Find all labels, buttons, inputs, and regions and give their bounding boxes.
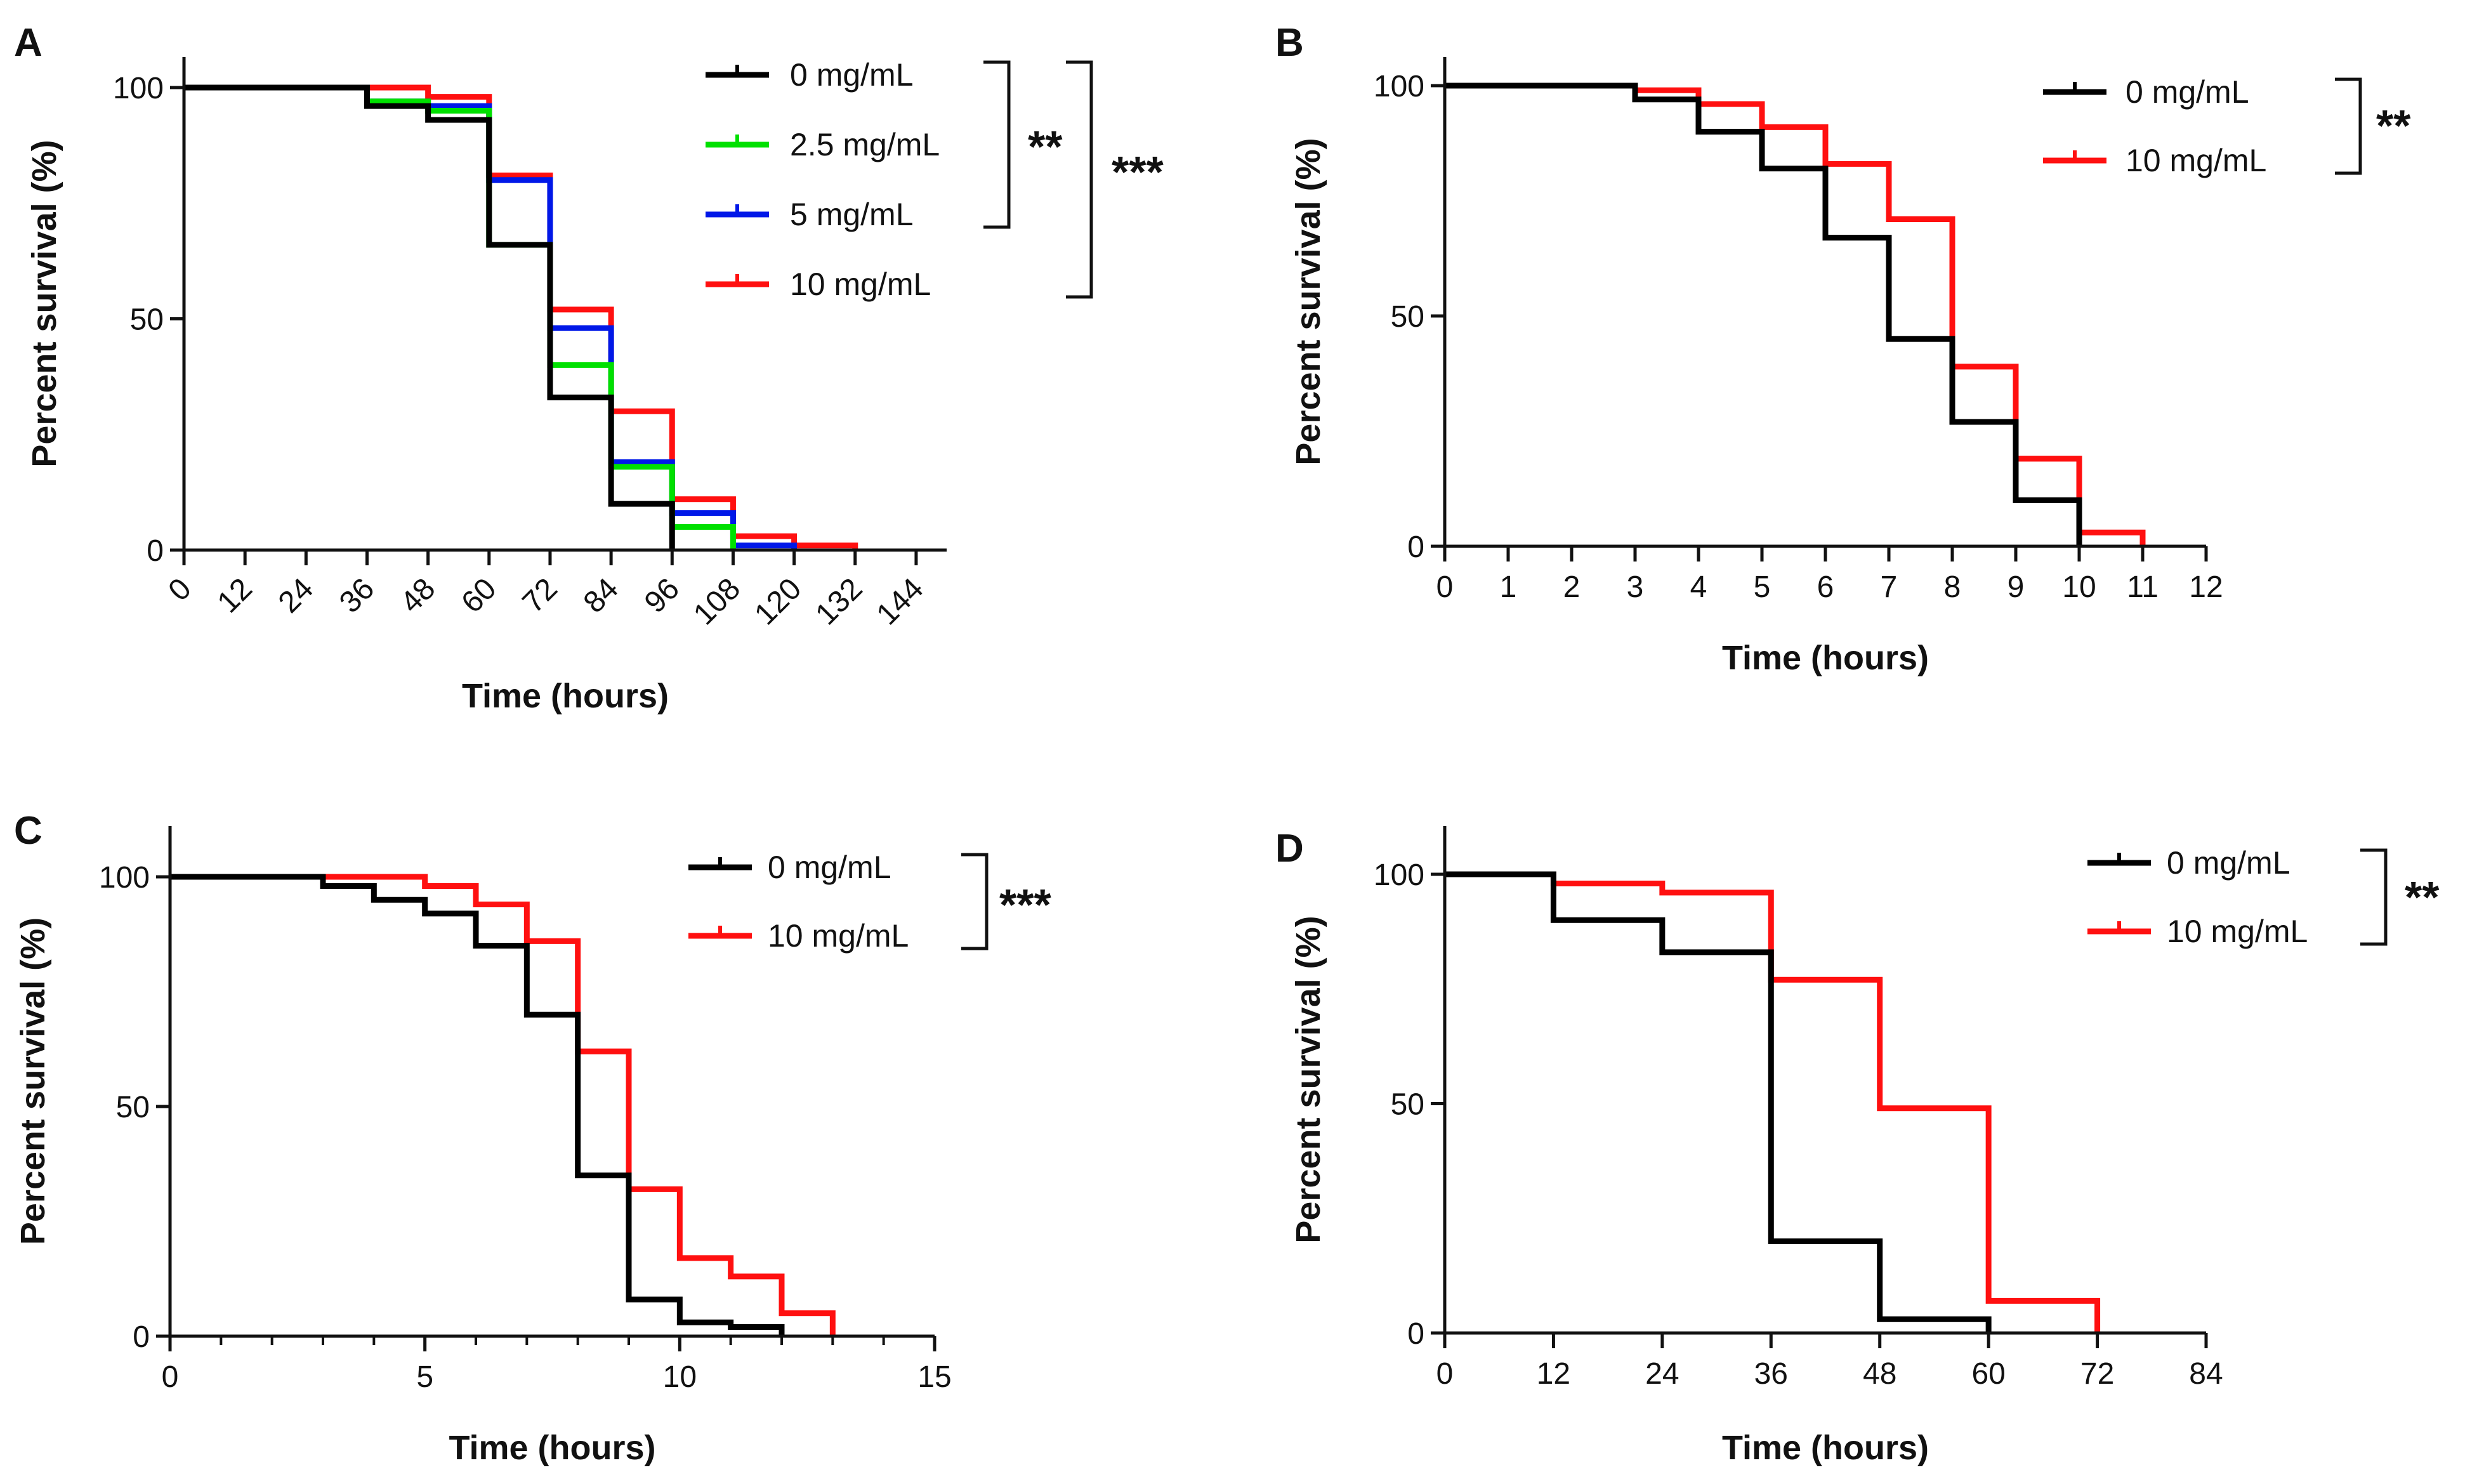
legend-label: 5 mg/mL	[790, 197, 914, 232]
x-tick-label: 0	[162, 572, 197, 607]
significance-bracket	[2335, 77, 2362, 175]
x-tick-label: 84	[2189, 1357, 2223, 1391]
panel-letter: D	[1275, 827, 1304, 870]
y-tick-label: 50	[1391, 1088, 1424, 1122]
panel-a: A 0 50 100 0 12 24 36 48 60 72 84 96 108 120 132 144 Time…	[14, 21, 1164, 715]
x-axis-title: Time (hours)	[1722, 639, 1929, 677]
x-tick-label: 36	[333, 572, 381, 619]
y-tick-label: 0	[1407, 530, 1424, 564]
y-tick-label: 50	[1391, 300, 1424, 334]
y-axis-title: Percent survival (%)	[25, 140, 63, 467]
legend-label: 0 mg/mL	[2126, 74, 2249, 110]
panel-letter: A	[14, 21, 43, 65]
panel-d: D 0 50 100 0 12 24 36 48 60 72 84 Time (hours) Percen…	[1275, 826, 2440, 1467]
legend-label: 0 mg/mL	[790, 57, 914, 93]
x-tick-label: 72	[2080, 1357, 2114, 1391]
x-tick-label: 8	[1944, 570, 1961, 604]
x-tick-label: 24	[1645, 1357, 1679, 1391]
significance-bracket	[1066, 60, 1093, 299]
series-line-2.5-mg-ml	[184, 84, 736, 550]
significance-label: **	[2405, 872, 2440, 922]
series-line-10-mg-ml	[1445, 82, 2146, 546]
legend-label: 10 mg/mL	[2167, 914, 2308, 949]
x-axis-title: Time (hours)	[1722, 1429, 1929, 1467]
x-tick-label: 144	[871, 572, 930, 631]
x-tick-label: 24	[272, 572, 320, 619]
y-tick-label: 0	[133, 1320, 150, 1354]
significance-label: **	[1028, 122, 1063, 171]
y-tick-label: 100	[113, 72, 164, 105]
legend-label: 0 mg/mL	[768, 850, 891, 885]
x-tick-label: 3	[1627, 570, 1644, 604]
x-tick-label: 7	[1881, 570, 1898, 604]
x-tick-label: 0	[1436, 1357, 1454, 1391]
x-tick-label: 10	[663, 1360, 697, 1394]
legend-label: 0 mg/mL	[2167, 845, 2290, 881]
y-tick-label: 50	[116, 1091, 150, 1124]
x-tick-label: 5	[416, 1360, 433, 1394]
significance-label: **	[2376, 101, 2411, 150]
series-line-10-mg-ml	[170, 874, 836, 1336]
y-tick-label: 100	[1374, 70, 1424, 103]
x-tick-label: 96	[638, 572, 686, 619]
y-tick-label: 100	[1374, 858, 1424, 892]
x-tick-label: 48	[394, 572, 442, 619]
y-tick-label: 100	[99, 861, 150, 895]
significance-bracket	[2360, 848, 2388, 946]
legend-label: 10 mg/mL	[2126, 143, 2266, 178]
x-tick-label: 11	[2127, 570, 2159, 604]
series-line-0-mg-ml	[1445, 871, 1992, 1333]
significance-label: ***	[1112, 147, 1164, 197]
panel-c: C 0 50 100 0 5 10 15 Time (hours) Percent surviva…	[14, 809, 1051, 1467]
x-tick-label: 15	[917, 1360, 951, 1394]
panel-letter: B	[1275, 21, 1304, 65]
x-tick-label: 48	[1863, 1357, 1896, 1391]
y-tick-label: 0	[147, 534, 164, 568]
legend-label: 10 mg/mL	[790, 266, 931, 302]
x-tick-label: 12	[1537, 1357, 1570, 1391]
y-axis-title: Percent survival (%)	[1289, 916, 1327, 1243]
x-axis-title: Time (hours)	[449, 1429, 655, 1467]
x-axis-title: Time (hours)	[462, 677, 669, 715]
x-tick-label: 108	[687, 572, 747, 631]
x-tick-label: 72	[516, 572, 564, 619]
x-tick-label: 6	[1817, 570, 1834, 604]
series-line-0-mg-ml	[184, 84, 675, 550]
y-tick-label: 50	[130, 303, 164, 337]
x-tick-label: 10	[2062, 570, 2096, 604]
significance-bracket	[983, 60, 1011, 229]
x-tick-label: 5	[1754, 570, 1771, 604]
x-tick-label: 12	[211, 572, 259, 619]
x-tick-label: 12	[2189, 570, 2223, 604]
y-tick-label: 0	[1407, 1317, 1424, 1351]
series-line-10-mg-ml	[184, 84, 858, 550]
panel-letter: C	[14, 809, 43, 853]
legend-label: 10 mg/mL	[768, 918, 909, 954]
significance-bracket	[961, 853, 989, 950]
y-axis-title: Percent survival (%)	[1289, 138, 1327, 465]
x-tick-label: 36	[1754, 1357, 1788, 1391]
y-axis-title: Percent survival (%)	[14, 917, 52, 1245]
x-tick-label: 132	[809, 572, 869, 631]
x-tick-label: 60	[455, 572, 503, 619]
significance-label: ***	[999, 880, 1051, 929]
x-tick-label: 0	[162, 1360, 179, 1394]
x-tick-label: 1	[1500, 570, 1517, 604]
x-tick-label: 9	[2008, 570, 2025, 604]
x-tick-label: 2	[1563, 570, 1580, 604]
series-line-0-mg-ml	[1445, 82, 2082, 546]
x-tick-label: 4	[1690, 570, 1707, 604]
x-tick-label: 120	[748, 572, 808, 631]
x-tick-label: 0	[1436, 570, 1454, 604]
x-tick-label: 60	[1971, 1357, 2005, 1391]
legend-label: 2.5 mg/mL	[790, 127, 940, 162]
series-line-0-mg-ml	[170, 874, 785, 1336]
x-tick-label: 84	[577, 572, 625, 619]
